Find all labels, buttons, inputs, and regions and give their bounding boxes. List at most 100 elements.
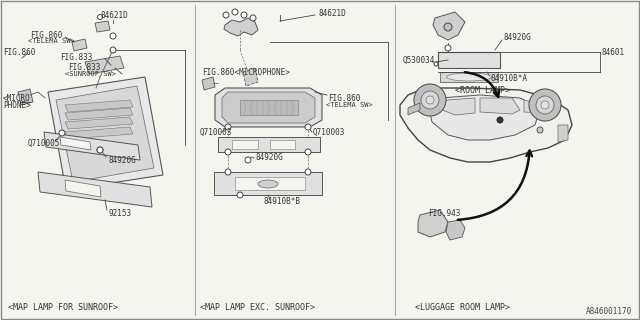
Polygon shape	[218, 137, 320, 152]
Polygon shape	[85, 56, 124, 74]
Circle shape	[305, 149, 311, 155]
Text: <LUGGAGE ROOM LAMP>: <LUGGAGE ROOM LAMP>	[415, 303, 510, 313]
Text: 84910B*B: 84910B*B	[263, 197, 300, 206]
Text: 92153: 92153	[108, 209, 131, 218]
Polygon shape	[270, 140, 295, 149]
Text: <MICRO: <MICRO	[3, 93, 31, 102]
Polygon shape	[240, 100, 298, 115]
Circle shape	[245, 157, 251, 163]
Text: FIG.860: FIG.860	[328, 93, 360, 102]
Polygon shape	[214, 172, 322, 195]
Text: 84910B*A: 84910B*A	[490, 74, 527, 83]
Text: Q530034: Q530034	[403, 55, 435, 65]
Polygon shape	[440, 72, 498, 82]
Text: <MAP LAMP EXC. SUNROOF>: <MAP LAMP EXC. SUNROOF>	[200, 303, 315, 313]
Polygon shape	[558, 125, 568, 142]
Circle shape	[537, 127, 543, 133]
Text: <SUNROOF SW>: <SUNROOF SW>	[65, 71, 116, 77]
Text: FIG.833: FIG.833	[60, 52, 92, 61]
Text: Q710005: Q710005	[28, 139, 60, 148]
Circle shape	[529, 89, 561, 121]
Text: A846001170: A846001170	[586, 308, 632, 316]
Circle shape	[541, 101, 549, 109]
Text: <MAP LAMP FOR SUNROOF>: <MAP LAMP FOR SUNROOF>	[8, 303, 118, 313]
Circle shape	[305, 169, 311, 175]
Polygon shape	[65, 108, 133, 120]
Text: FIG.860: FIG.860	[3, 47, 35, 57]
Polygon shape	[243, 68, 258, 86]
Polygon shape	[435, 98, 475, 115]
Polygon shape	[18, 89, 33, 105]
Text: 84920G: 84920G	[255, 153, 283, 162]
Text: Q710003: Q710003	[313, 127, 346, 137]
Circle shape	[250, 15, 256, 21]
Polygon shape	[95, 21, 110, 32]
Polygon shape	[215, 88, 322, 127]
Text: 84920G: 84920G	[503, 33, 531, 42]
Circle shape	[225, 149, 231, 155]
Polygon shape	[65, 117, 133, 129]
Circle shape	[414, 84, 446, 116]
Ellipse shape	[258, 180, 278, 188]
Circle shape	[445, 45, 451, 51]
Text: PHONE>: PHONE>	[3, 100, 31, 109]
Polygon shape	[65, 180, 101, 197]
Polygon shape	[65, 100, 133, 112]
Text: FIG.833: FIG.833	[68, 62, 100, 71]
Circle shape	[421, 91, 439, 109]
Polygon shape	[44, 132, 140, 160]
Polygon shape	[408, 103, 420, 115]
Text: 84621D: 84621D	[318, 9, 346, 18]
Circle shape	[305, 124, 311, 130]
Circle shape	[536, 96, 554, 114]
Polygon shape	[428, 95, 540, 140]
Text: 84621D: 84621D	[100, 11, 128, 20]
Text: 84601: 84601	[602, 47, 625, 57]
Circle shape	[59, 130, 65, 136]
Circle shape	[241, 12, 247, 18]
Text: Q710003: Q710003	[200, 127, 232, 137]
Circle shape	[97, 147, 103, 153]
Text: 84920G: 84920G	[108, 156, 136, 164]
Circle shape	[426, 96, 434, 104]
Polygon shape	[60, 137, 91, 150]
Text: FIG.860: FIG.860	[30, 30, 62, 39]
Circle shape	[97, 147, 103, 153]
Polygon shape	[400, 88, 572, 162]
Polygon shape	[224, 18, 258, 36]
Circle shape	[110, 47, 116, 53]
Polygon shape	[235, 177, 305, 190]
FancyArrowPatch shape	[458, 151, 532, 220]
Polygon shape	[72, 39, 87, 51]
Circle shape	[110, 33, 116, 39]
Text: <TELEMA SW>: <TELEMA SW>	[28, 38, 75, 44]
Polygon shape	[418, 210, 448, 237]
Polygon shape	[480, 98, 520, 114]
Polygon shape	[38, 172, 152, 207]
Text: <ROOM LAMP>: <ROOM LAMP>	[455, 85, 510, 94]
Circle shape	[497, 117, 503, 123]
Circle shape	[434, 62, 438, 66]
Polygon shape	[222, 92, 315, 123]
Circle shape	[225, 124, 231, 130]
Circle shape	[97, 14, 102, 20]
Polygon shape	[446, 220, 465, 240]
Polygon shape	[232, 140, 258, 149]
Polygon shape	[433, 12, 465, 40]
Polygon shape	[48, 77, 163, 190]
Text: FIG.943: FIG.943	[428, 209, 460, 218]
Polygon shape	[524, 100, 543, 113]
FancyArrowPatch shape	[465, 72, 499, 97]
Circle shape	[444, 23, 452, 31]
Text: FIG.860<MICROPHONE>: FIG.860<MICROPHONE>	[202, 68, 290, 76]
Polygon shape	[202, 77, 215, 90]
Circle shape	[237, 192, 243, 198]
Text: <TELEMA SW>: <TELEMA SW>	[326, 102, 372, 108]
Polygon shape	[438, 52, 500, 68]
Circle shape	[223, 12, 229, 18]
Polygon shape	[56, 86, 154, 182]
Polygon shape	[65, 127, 133, 139]
Ellipse shape	[447, 73, 492, 81]
Circle shape	[232, 9, 238, 15]
Circle shape	[225, 169, 231, 175]
